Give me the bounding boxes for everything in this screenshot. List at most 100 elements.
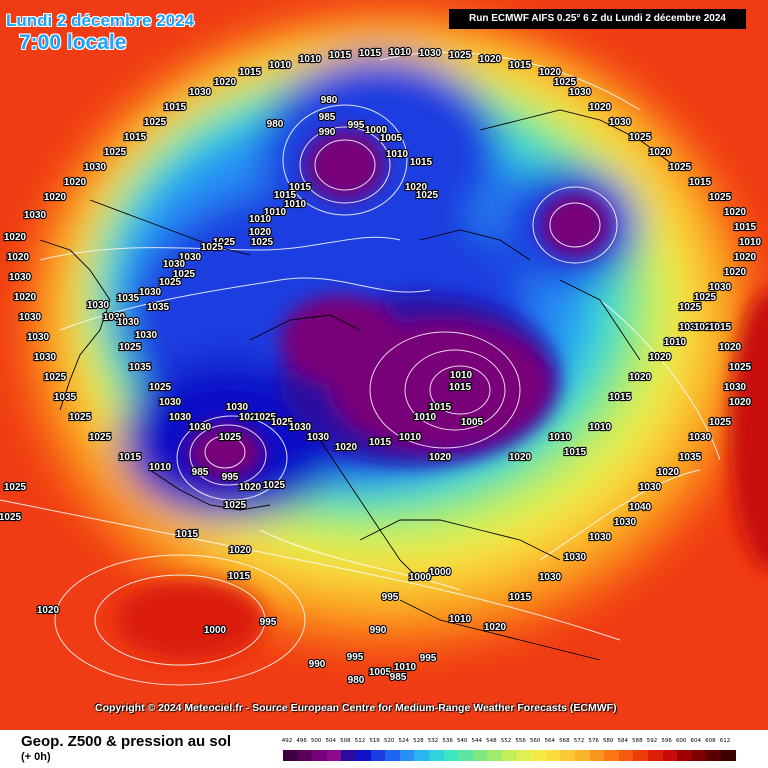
legend-tick: 532 bbox=[427, 738, 439, 744]
isobar-label: 1020 bbox=[649, 147, 672, 158]
isobar-label: 1030 bbox=[289, 422, 312, 433]
isobar-label: 1015 bbox=[564, 447, 587, 458]
legend-tick: 592 bbox=[646, 738, 658, 744]
legend-swatch bbox=[662, 750, 678, 761]
isobar-label: 985 bbox=[390, 672, 407, 683]
isobar-label: 1015 bbox=[119, 452, 142, 463]
isobar-label: 1020 bbox=[14, 292, 37, 303]
legend-tick: 568 bbox=[559, 738, 570, 744]
isobar-label: 1030 bbox=[163, 259, 186, 270]
isobar-label: 995 bbox=[420, 653, 437, 664]
legend-tick: 528 bbox=[413, 738, 424, 744]
isobar-label: 1030 bbox=[539, 572, 562, 583]
isobar-label: 1025 bbox=[263, 480, 286, 491]
legend-swatch bbox=[312, 750, 328, 761]
isobar-label: 1020 bbox=[44, 192, 67, 203]
legend-swatch bbox=[560, 750, 576, 761]
legend-swatch bbox=[443, 750, 459, 761]
coastlines bbox=[39, 109, 681, 661]
isobar-label: 1025 bbox=[416, 190, 439, 201]
isobar-label: 1010 bbox=[414, 412, 437, 423]
isobar-label: 1015 bbox=[689, 177, 712, 188]
isobar-label: 1020 bbox=[729, 397, 752, 408]
isobar-label: 1015 bbox=[124, 132, 147, 143]
legend-swatch bbox=[618, 750, 634, 761]
isobar-label: 1015 bbox=[274, 190, 297, 201]
isobar-label: 1020 bbox=[37, 605, 60, 616]
legend-tick: 508 bbox=[340, 738, 351, 744]
isobar-label: 1025 bbox=[271, 417, 294, 428]
isobar-label: 1030 bbox=[679, 322, 702, 333]
legend-tick: 512 bbox=[354, 738, 366, 744]
isobar-label: 1030 bbox=[189, 422, 212, 433]
copyright-notice: Copyright © 2024 Meteociel.fr - Source E… bbox=[95, 702, 617, 714]
isobar-label: 1020 bbox=[509, 452, 532, 463]
isobar-label: 1030 bbox=[87, 300, 110, 311]
isobar-label: 1015 bbox=[509, 592, 532, 603]
isobar-label: 990 bbox=[309, 659, 326, 670]
isobar-label: 1030 bbox=[179, 252, 202, 263]
isobar-label: 1025 bbox=[89, 432, 112, 443]
isobar-label: 1035 bbox=[54, 392, 77, 403]
isobar-label: 1000 bbox=[429, 567, 452, 578]
isobar-label: 1010 bbox=[589, 422, 612, 433]
isobar-label: 1025 bbox=[201, 242, 224, 253]
legend-swatch bbox=[283, 750, 299, 761]
isobar-label: 1025 bbox=[251, 237, 274, 248]
legend-swatch bbox=[297, 750, 313, 761]
isobar-label: 995 bbox=[382, 592, 399, 603]
legend-swatch bbox=[458, 750, 474, 761]
isobar-label: 1010 bbox=[549, 432, 572, 443]
legend-tick: 596 bbox=[661, 738, 672, 744]
legend-tick: 536 bbox=[442, 738, 453, 744]
isobar-label: 1025 bbox=[709, 192, 732, 203]
isobar-label: 1030 bbox=[103, 312, 126, 323]
isobar-label: 1030 bbox=[9, 272, 32, 283]
legend-tick: 600 bbox=[675, 738, 687, 744]
weather-map: 980 985 980 990 995 1000 1005 1010 1015 1020 1025 1… bbox=[0, 0, 768, 730]
isobar-label: 1005 bbox=[380, 133, 403, 144]
legend-swatch bbox=[633, 750, 649, 761]
isobar-label: 1015 bbox=[429, 402, 452, 413]
isobar-label: 1025 bbox=[104, 147, 127, 158]
isobar-label: 1020 bbox=[479, 54, 502, 65]
isobar-label: 1030 bbox=[34, 352, 57, 363]
isobar-label: 1025 bbox=[449, 50, 472, 61]
isobar-label: 1030 bbox=[84, 162, 107, 173]
legend-tick: 540 bbox=[456, 738, 468, 744]
legend-tick: 584 bbox=[617, 738, 629, 744]
isobar-label: 1020 bbox=[719, 342, 742, 353]
isobar-label: 1030 bbox=[169, 412, 192, 423]
isobar-label: 1040 bbox=[629, 502, 652, 513]
isobar-label: 1035 bbox=[117, 293, 140, 304]
legend-tick: 556 bbox=[515, 738, 526, 744]
legend-swatch bbox=[356, 750, 372, 761]
isobar-label: 995 bbox=[260, 617, 277, 628]
isobar-label: 1015 bbox=[709, 322, 732, 333]
isobar-label: 1005 bbox=[369, 667, 392, 678]
isobar-label: 1015 bbox=[329, 50, 352, 61]
isobar-label: 1025 bbox=[669, 162, 692, 173]
isobar-label: 1005 bbox=[461, 417, 484, 428]
isobar-label: 1030 bbox=[19, 312, 42, 323]
map-title: Geop. Z500 & pression au sol bbox=[21, 733, 232, 750]
isobar-label: 1010 bbox=[449, 614, 472, 625]
legend-tick: 516 bbox=[369, 738, 380, 744]
legend-swatch bbox=[604, 750, 620, 761]
isobar-label: 1030 bbox=[135, 330, 158, 341]
isobar-label: 1015 bbox=[609, 392, 632, 403]
isobar-label: 1015 bbox=[449, 382, 472, 393]
isobar-label: 1030 bbox=[689, 432, 712, 443]
isobar-label: 1025 bbox=[554, 77, 577, 88]
isobar-label: 1030 bbox=[609, 117, 632, 128]
legend-tick: 612 bbox=[719, 738, 731, 744]
isobar-label: 1030 bbox=[724, 382, 747, 393]
isobar-label: 1015 bbox=[228, 571, 251, 582]
isobar-label: 1030 bbox=[709, 282, 732, 293]
legend-swatch bbox=[326, 750, 342, 761]
legend-tick: 580 bbox=[602, 738, 614, 744]
legend-tick: 572 bbox=[573, 738, 585, 744]
legend-tick: 524 bbox=[398, 738, 410, 744]
